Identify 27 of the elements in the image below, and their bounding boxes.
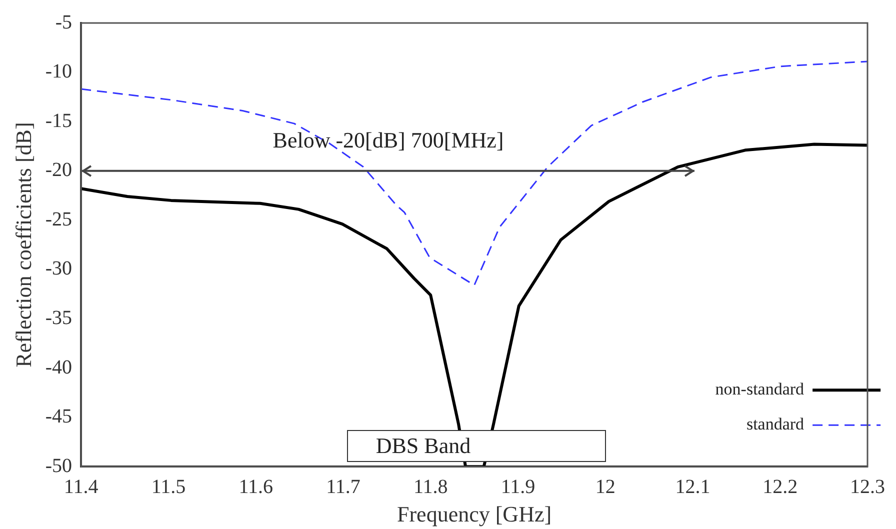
y-tick-label: -5 [55,11,72,34]
y-tick-label: -15 [45,110,72,132]
y-tick-label: -20 [45,159,72,182]
y-tick-label: -30 [45,258,72,280]
line-series [81,60,868,286]
x-tick-label: 12.1 [675,476,710,498]
y-tick-label: -35 [45,306,72,329]
x-tick-label: 12.2 [762,476,798,498]
x-tick-label: 11.8 [413,476,448,498]
y-tick-label: -50 [45,454,72,477]
legend-label: standard [746,414,805,434]
x-tick-label: 11.5 [151,476,186,498]
x-tick-label: 11.7 [326,476,360,498]
x-tick-label: 11.9 [500,476,536,498]
x-tick-label: 11.4 [64,476,98,498]
label-box: DBS Band [346,430,606,462]
ref-line-label: Below -20[dB] 700[MHz] [272,128,504,153]
y-tick-label: -10 [45,60,72,83]
x-tick-label: 11.6 [238,476,273,498]
x-axis-title: Frequency [GHz] [397,502,552,527]
x-tick-label: 12.3 [850,476,885,498]
y-tick-label: -25 [45,208,72,230]
y-tick-label: -45 [45,406,72,428]
y-axis-title: Reflection coefficients [dB] [10,122,36,368]
y-tick-label: -40 [45,356,72,378]
legend-label: non-standard [715,380,805,399]
x-tick-label: 12 [595,476,616,498]
